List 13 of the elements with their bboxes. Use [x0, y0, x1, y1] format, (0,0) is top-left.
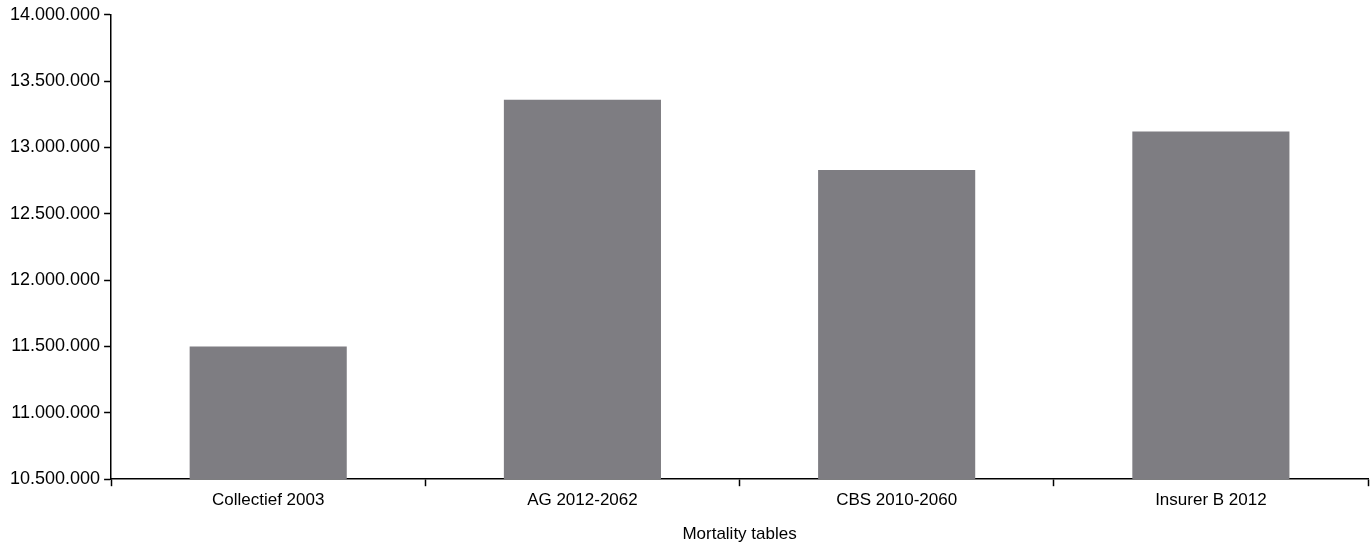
y-tick-label: 10.500.000 [9, 468, 101, 489]
y-tick-label: 12.500.000 [9, 202, 101, 223]
y-tick-label: 11.500.000 [11, 335, 101, 356]
y-tick-label: 13.000.000 [9, 136, 101, 157]
y-tick-label: 12.000.000 [9, 269, 101, 290]
x-tick-label: Insurer B 2012 [1155, 490, 1267, 510]
y-tick-label: 14.000.000 [9, 3, 101, 24]
y-tick-label: 11.000.000 [11, 401, 101, 422]
x-tick-label: Collectief 2003 [211, 490, 325, 510]
x-tick-label: AG 2012-2062 [527, 490, 638, 510]
y-tick-label: 13.500.000 [9, 70, 101, 91]
x-tick-label: CBS 2010-2060 [836, 490, 958, 510]
x-axis-title: Mortality tables [682, 524, 797, 544]
